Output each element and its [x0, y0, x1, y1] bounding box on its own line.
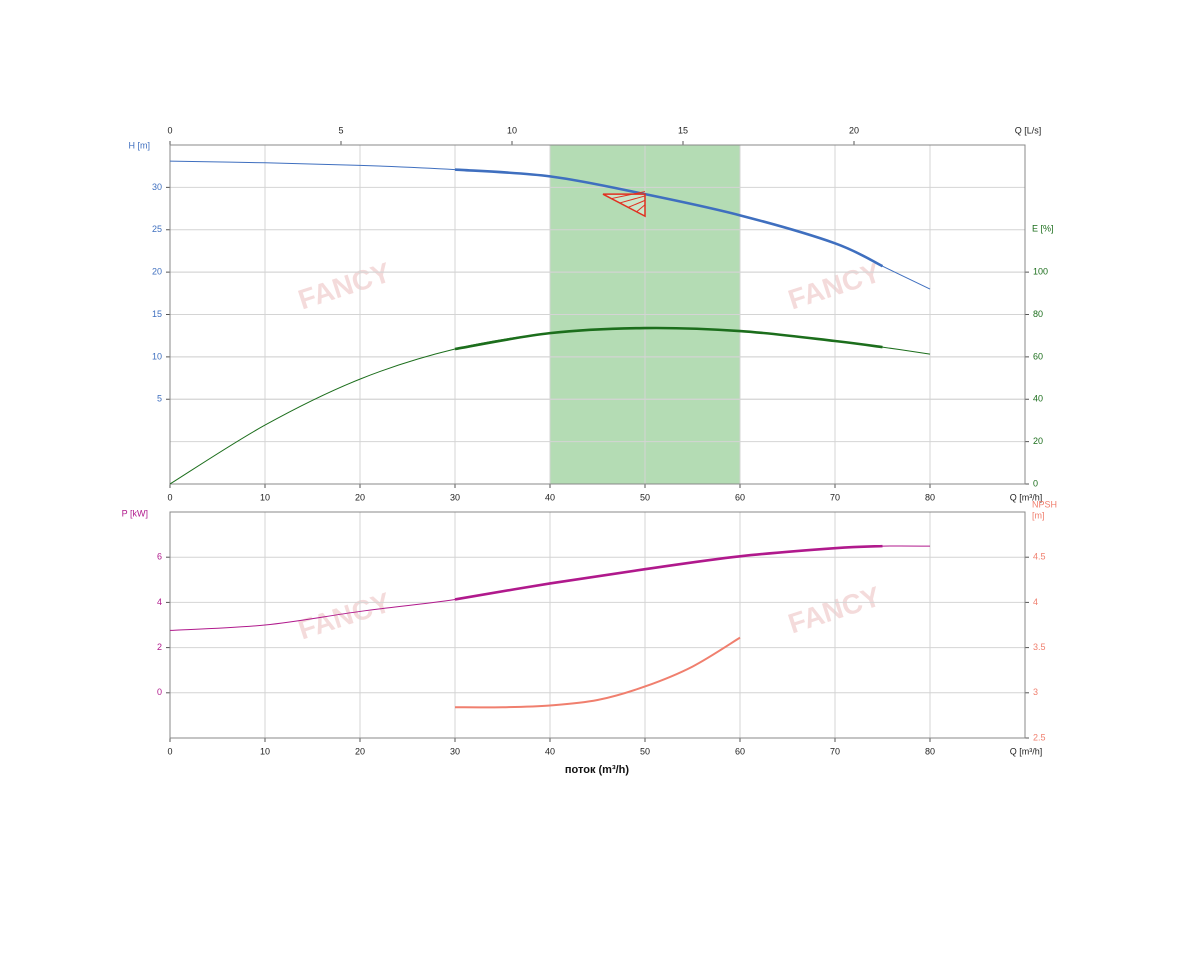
y-tick-label: 4	[157, 597, 162, 607]
x-tick-label: 80	[925, 746, 935, 756]
y-tick-label: 25	[152, 224, 162, 234]
x-tick-label: 50	[640, 492, 650, 502]
x-tick-label: 30	[450, 746, 460, 756]
plot-frame	[169, 144, 1026, 485]
watermark: FANCY	[294, 586, 394, 645]
x-tick-label: 0	[167, 492, 172, 502]
x-tick-label: 60	[735, 492, 745, 502]
y2-tick-label: 80	[1033, 309, 1043, 319]
y2-tick-label: 100	[1033, 267, 1048, 277]
watermark: FANCY	[294, 256, 394, 315]
y2-tick-label: 3	[1033, 687, 1038, 697]
x-axis-label: Q [m³/h]	[1010, 746, 1043, 756]
y-axis-label: H [m]	[129, 140, 151, 150]
series-line-bold	[454, 544, 883, 601]
y2-axis-label: [m]	[1032, 510, 1045, 520]
y-tick-label: 6	[157, 552, 162, 562]
y2-tick-label: 3.5	[1033, 642, 1046, 652]
duty-hatch	[611, 191, 646, 200]
y-tick-label: 0	[157, 687, 162, 697]
y2-axis-label: E [%]	[1032, 223, 1054, 233]
x-tick-label: 70	[830, 746, 840, 756]
x2-tick-label: 10	[507, 125, 517, 135]
x-tick-label: 70	[830, 492, 840, 502]
series-line	[454, 636, 741, 709]
y-tick-label: 20	[152, 267, 162, 277]
x-tick-label: 30	[450, 492, 460, 502]
y-tick-label: 2	[157, 642, 162, 652]
x-axis-title: поток (m³/h)	[565, 764, 629, 776]
x2-tick-label: 15	[678, 125, 688, 135]
watermark: FANCY	[784, 580, 884, 639]
x-tick-label: 40	[545, 746, 555, 756]
x2-tick-label: 20	[849, 125, 859, 135]
y2-axis-label: NPSH	[1032, 499, 1057, 509]
x2-tick-label: 5	[338, 125, 343, 135]
series-line-bold	[454, 168, 884, 268]
x-tick-label: 80	[925, 492, 935, 502]
x-tick-label: 10	[260, 492, 270, 502]
y-tick-label: 10	[152, 351, 162, 361]
watermark: FANCY	[784, 256, 884, 315]
duty-point	[602, 191, 646, 218]
y2-tick-label: 0	[1033, 478, 1038, 488]
x-tick-label: 0	[167, 746, 172, 756]
x-axis-label: Q [m³/h]	[1010, 492, 1043, 502]
y-tick-label: 30	[152, 182, 162, 192]
x-tick-label: 20	[355, 746, 365, 756]
x-tick-label: 10	[260, 746, 270, 756]
y-tick-label: 15	[152, 309, 162, 319]
x2-tick-label: 0	[167, 125, 172, 135]
duty-hatch	[636, 204, 646, 213]
plot-frame	[169, 511, 1026, 739]
x-tick-label: 40	[545, 492, 555, 502]
y2-tick-label: 60	[1033, 351, 1043, 361]
y-axis-label: P [kW]	[122, 508, 148, 518]
x-tick-label: 60	[735, 746, 745, 756]
duty-hatch	[628, 199, 646, 208]
y-tick-label: 5	[157, 394, 162, 404]
y2-tick-label: 2.5	[1033, 732, 1046, 742]
x-tick-label: 50	[640, 746, 650, 756]
x2-axis-label: Q [L/s]	[1015, 125, 1042, 135]
y2-tick-label: 4	[1033, 597, 1038, 607]
duty-hatch	[619, 195, 646, 204]
x-tick-label: 20	[355, 492, 365, 502]
y2-tick-label: 20	[1033, 436, 1043, 446]
y2-tick-label: 40	[1033, 394, 1043, 404]
y2-tick-label: 4.5	[1033, 552, 1046, 562]
series-line-bold	[454, 326, 883, 351]
